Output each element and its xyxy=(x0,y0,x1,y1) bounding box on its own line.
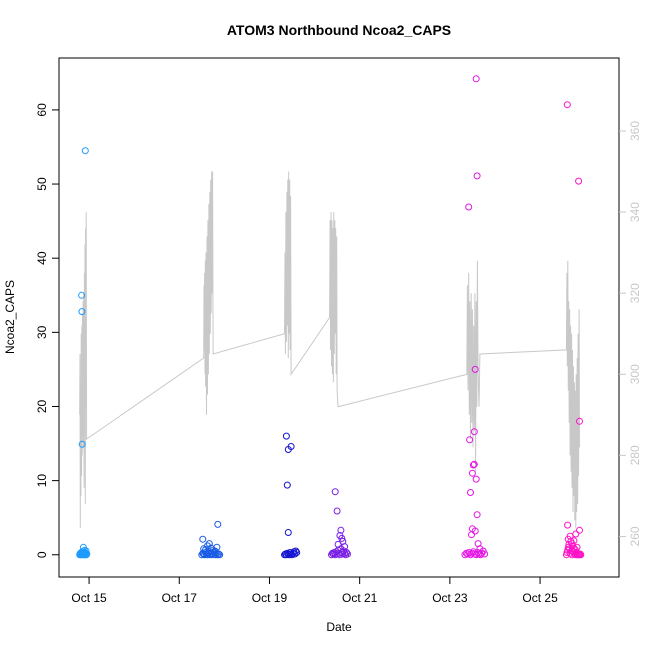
data-point-s1-27 xyxy=(213,543,221,551)
data-point-s1-28 xyxy=(202,546,210,554)
data-point-s4-18 xyxy=(471,365,479,373)
chart-title: ATOM3 Northbound Ncoa2_CAPS xyxy=(227,22,451,38)
data-point-s5-25 xyxy=(575,177,583,185)
data-point-s4-23 xyxy=(468,469,476,477)
y-axis: 0 10 20 30 40 50 60 xyxy=(35,103,59,558)
secondary-y-axis: 260 280 300 320 340 360 xyxy=(619,121,642,546)
data-point-s0-19 xyxy=(83,550,91,558)
y-tick-label-2: 20 xyxy=(35,399,49,413)
data-point-s3-23 xyxy=(334,540,342,548)
y2-tick-label-1: 280 xyxy=(628,445,642,465)
data-point-s4-19 xyxy=(470,428,478,436)
y2-tick-label-4: 340 xyxy=(628,202,642,222)
data-point-s5-24 xyxy=(563,101,571,109)
data-point-s0-20 xyxy=(78,291,86,299)
y2-tick-label-5: 360 xyxy=(628,121,642,141)
data-point-s4-20 xyxy=(466,436,474,444)
data-point-s2-18 xyxy=(284,529,292,536)
data-point-s1-22 xyxy=(204,542,211,550)
y-tick-label-1: 10 xyxy=(35,474,49,488)
data-point-s2-11 xyxy=(291,550,299,558)
y2-tick-label-0: 260 xyxy=(628,526,642,546)
y-tick-label-6: 60 xyxy=(35,103,49,117)
data-point-s4-31 xyxy=(476,545,484,553)
y2-tick-label-2: 300 xyxy=(628,364,642,384)
data-point-s4-21 xyxy=(469,461,477,469)
data-point-s0-25 xyxy=(81,147,89,155)
data-point-s3-18 xyxy=(331,488,339,496)
data-point-s2-14 xyxy=(282,432,290,440)
data-point-s5-34 xyxy=(573,543,581,551)
data-point-s3-17 xyxy=(344,550,351,558)
scatter-points-group xyxy=(76,75,585,559)
data-point-s4-16 xyxy=(472,75,480,83)
data-point-s0-22 xyxy=(78,440,86,448)
x-axis: Oct 15 Oct 17 Oct 19 Oct 21 Oct 23 Oct 25 xyxy=(71,577,558,605)
data-point-s3-24 xyxy=(341,543,349,551)
data-point-s5-33 xyxy=(568,540,576,548)
data-point-s1-29 xyxy=(211,547,219,555)
x-axis-label: Date xyxy=(326,620,352,634)
data-point-s4-22 xyxy=(470,460,478,468)
data-point-s4-28 xyxy=(471,527,479,535)
y-tick-label-0: 0 xyxy=(35,551,49,558)
data-point-s0-23 xyxy=(79,543,87,551)
data-point-s0-21 xyxy=(78,308,86,316)
data-point-s5-23 xyxy=(577,551,585,559)
x-tick-label-4: Oct 23 xyxy=(432,591,468,605)
y2-tick-label-3: 320 xyxy=(628,283,642,303)
data-point-s0-24 xyxy=(80,546,88,554)
x-tick-label-3: Oct 21 xyxy=(342,591,378,605)
y-tick-label-3: 30 xyxy=(35,325,49,339)
y-tick-label-5: 50 xyxy=(35,177,49,191)
data-point-s4-14 xyxy=(481,550,489,558)
x-tick-label-1: Oct 17 xyxy=(162,591,198,605)
data-point-s5-26 xyxy=(576,417,583,425)
x-tick-label-5: Oct 25 xyxy=(522,591,558,605)
data-point-s4-25 xyxy=(467,489,474,496)
data-point-s4-29 xyxy=(468,531,475,539)
y-tick-label-4: 40 xyxy=(35,251,49,265)
data-point-s1-20 xyxy=(199,535,207,543)
data-point-s1-23 xyxy=(205,540,213,548)
data-point-s4-17 xyxy=(473,172,481,180)
y-axis-label: Ncoa2_CAPS xyxy=(3,280,17,354)
data-point-s5-28 xyxy=(576,526,583,534)
data-point-s5-22 xyxy=(576,550,584,558)
secondary-series-line xyxy=(79,171,580,529)
plot-frame xyxy=(58,57,620,578)
data-point-s4-26 xyxy=(473,511,481,519)
data-point-s5-27 xyxy=(564,521,572,529)
data-point-s4-24 xyxy=(472,475,480,483)
data-point-s1-19 xyxy=(216,551,224,559)
data-point-s2-13 xyxy=(293,549,301,556)
data-point-s3-20 xyxy=(337,526,345,534)
data-point-s1-26 xyxy=(214,520,222,528)
x-tick-label-0: Oct 15 xyxy=(71,591,107,605)
data-point-s5-29 xyxy=(572,530,580,538)
data-point-s2-16 xyxy=(287,443,295,450)
x-tick-label-2: Oct 19 xyxy=(252,591,288,605)
data-point-s2-17 xyxy=(283,481,291,489)
data-point-s4-15 xyxy=(465,203,473,211)
data-point-s3-25 xyxy=(338,534,346,542)
data-point-s2-12 xyxy=(292,547,300,555)
secondary-series-line-group xyxy=(79,171,580,529)
data-point-s3-19 xyxy=(333,507,341,515)
